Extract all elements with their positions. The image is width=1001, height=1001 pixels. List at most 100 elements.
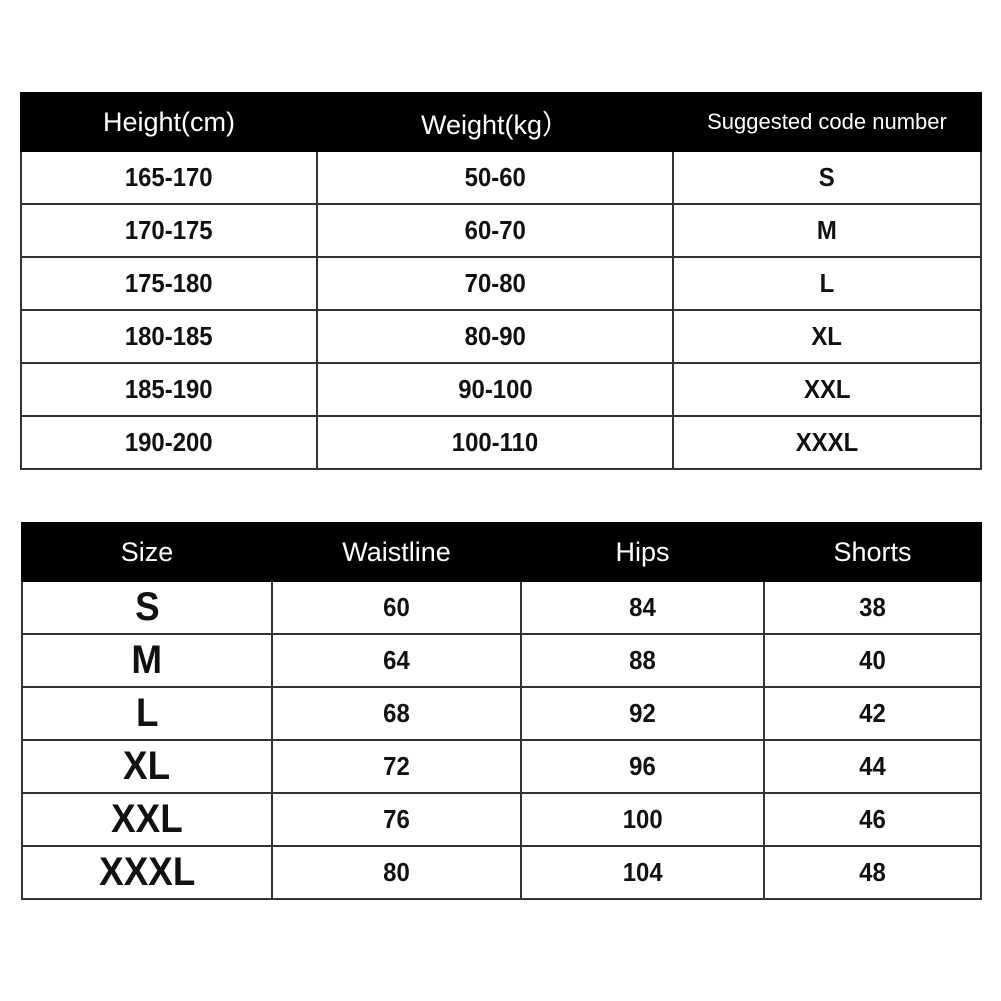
height-cell: 190-200 [20,415,318,470]
suggested-code-cell: XXXL [672,415,982,470]
suggested-code-value: XXL [803,374,851,404]
waistline-value: 76 [383,804,410,834]
hips-cell: 104 [520,845,765,900]
shorts-cell: 38 [763,580,982,635]
height-weight-size-table: Height(cm) Weight(kg） Suggested code num… [20,92,982,470]
shorts-cell: 42 [763,686,982,741]
hips-value: 104 [622,857,663,887]
height-value: 175-180 [125,268,213,298]
shorts-value: 38 [859,592,886,622]
table-row: XXXL 80 104 48 [21,845,982,900]
header-waistline: Waistline [271,522,522,582]
weight-cell: 70-80 [316,256,674,311]
header-height: Height(cm) [20,92,318,152]
hips-cell: 96 [520,739,765,794]
suggested-code-value: S [819,162,835,192]
size-measurement-table: Size Waistline Hips Shorts S 60 84 38 M 64 88 4… [21,522,982,900]
size-cell: XL [21,739,273,794]
waistline-value: 64 [383,645,410,675]
shorts-value: 48 [859,857,886,887]
hips-cell: 84 [520,580,765,635]
table-header-row: Size Waistline Hips Shorts [21,522,982,582]
shorts-cell: 44 [763,739,982,794]
table-row: 165-170 50-60 S [20,150,982,205]
hips-value: 84 [629,592,656,622]
hips-cell: 92 [520,686,765,741]
shorts-cell: 40 [763,633,982,688]
weight-value: 100-110 [451,427,539,457]
table-row: 185-190 90-100 XXL [20,362,982,417]
size-cell: M [21,633,273,688]
weight-value: 90-100 [457,374,533,404]
hips-cell: 88 [520,633,765,688]
weight-cell: 100-110 [316,415,674,470]
waistline-value: 72 [383,751,410,781]
waistline-cell: 60 [271,580,522,635]
waistline-cell: 64 [271,633,522,688]
table-row: M 64 88 40 [21,633,982,688]
height-cell: 175-180 [20,256,318,311]
hips-value: 100 [622,804,663,834]
suggested-code-value: XXXL [795,427,859,457]
height-value: 165-170 [125,162,213,192]
table-row: 190-200 100-110 XXXL [20,415,982,470]
size-cell: XXL [21,792,273,847]
suggested-code-value: L [819,268,835,298]
suggested-code-cell: L [672,256,982,311]
size-value: XXL [111,797,183,841]
table-row: 175-180 70-80 L [20,256,982,311]
suggested-code-cell: XL [672,309,982,364]
size-cell: L [21,686,273,741]
hips-cell: 100 [520,792,765,847]
size-value: M [131,638,163,682]
table-row: L 68 92 42 [21,686,982,741]
weight-value: 80-90 [464,321,526,351]
height-cell: 170-175 [20,203,318,258]
shorts-value: 40 [859,645,886,675]
waistline-value: 80 [383,857,410,887]
height-value: 170-175 [125,215,213,245]
waistline-cell: 72 [271,739,522,794]
hips-value: 96 [629,751,656,781]
table-row: 180-185 80-90 XL [20,309,982,364]
height-value: 190-200 [125,427,213,457]
suggested-code-cell: XXL [672,362,982,417]
table-row: XL 72 96 44 [21,739,982,794]
weight-value: 60-70 [464,215,526,245]
waistline-value: 68 [383,698,410,728]
shorts-value: 46 [859,804,886,834]
weight-cell: 90-100 [316,362,674,417]
height-value: 180-185 [125,321,213,351]
weight-cell: 80-90 [316,309,674,364]
suggested-code-cell: S [672,150,982,205]
size-value: XXXL [98,850,196,894]
header-hips: Hips [520,522,765,582]
shorts-cell: 48 [763,845,982,900]
header-suggested-code: Suggested code number [672,92,982,152]
height-value: 185-190 [125,374,213,404]
height-cell: 185-190 [20,362,318,417]
size-value: XL [123,744,171,788]
weight-cell: 60-70 [316,203,674,258]
suggested-code-cell: M [672,203,982,258]
table-row: S 60 84 38 [21,580,982,635]
size-value: L [135,691,159,735]
size-cell: S [21,580,273,635]
height-cell: 165-170 [20,150,318,205]
suggested-code-value: XL [811,321,843,351]
shorts-value: 42 [859,698,886,728]
hips-value: 92 [629,698,656,728]
size-value: S [134,585,160,629]
waistline-cell: 76 [271,792,522,847]
header-size: Size [21,522,273,582]
waistline-value: 60 [383,592,410,622]
weight-cell: 50-60 [316,150,674,205]
shorts-value: 44 [859,751,886,781]
table-header-row: Height(cm) Weight(kg） Suggested code num… [20,92,982,152]
waistline-cell: 80 [271,845,522,900]
size-cell: XXXL [21,845,273,900]
suggested-code-value: M [817,215,837,245]
header-shorts: Shorts [763,522,982,582]
weight-value: 70-80 [464,268,526,298]
waistline-cell: 68 [271,686,522,741]
